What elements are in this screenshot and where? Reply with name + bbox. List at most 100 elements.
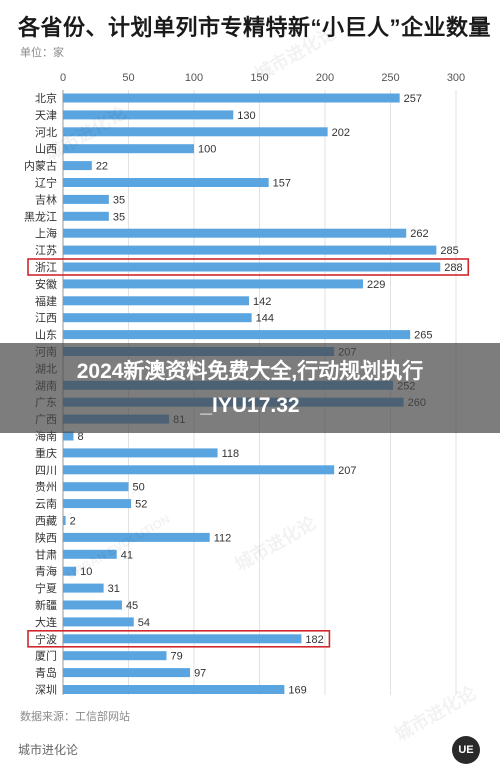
x-tick-label: 300 — [447, 72, 465, 84]
category-label: 青海 — [35, 564, 57, 578]
category-label: 深圳 — [35, 684, 57, 697]
category-label: 安徽 — [35, 277, 57, 291]
bar — [63, 313, 252, 323]
category-label: 福建 — [35, 294, 57, 308]
bar-value-label: 130 — [237, 110, 255, 122]
bar — [63, 431, 74, 441]
bar-value-label: 35 — [113, 211, 125, 223]
category-label: 浙江 — [35, 261, 57, 274]
overlay-banner-text: 2024新澳资料免费大全,行动规划执行 _IYU17.32 — [0, 355, 500, 423]
bar — [63, 161, 92, 171]
chart-title: 各省份、计划单列市专精特新“小巨人”企业数量 — [18, 15, 492, 40]
bar — [63, 110, 234, 120]
x-tick-label: 100 — [185, 72, 203, 84]
brand-logo-icon: UE — [452, 736, 480, 764]
category-label: 宁夏 — [35, 581, 57, 595]
bar-value-label: 31 — [108, 583, 120, 595]
bar — [63, 532, 210, 542]
category-label: 江苏 — [35, 244, 57, 257]
bar-value-label: 50 — [133, 482, 145, 494]
bar — [63, 600, 122, 610]
category-label: 吉林 — [35, 192, 57, 206]
bar-value-label: 257 — [404, 93, 422, 105]
bar-value-label: 229 — [367, 279, 385, 291]
x-tick-label: 50 — [122, 72, 134, 84]
source-note: 数据来源：工信部网站 — [20, 711, 130, 723]
bar-value-label: 207 — [338, 465, 356, 477]
category-label: 重庆 — [35, 446, 57, 460]
category-label: 上海 — [35, 226, 57, 240]
category-label: 西藏 — [35, 515, 57, 528]
category-label: 青岛 — [35, 666, 57, 680]
bar-value-label: 22 — [96, 161, 108, 173]
bar — [63, 617, 134, 627]
x-tick-label: 0 — [60, 72, 66, 84]
bar — [63, 178, 269, 187]
category-label: 甘肃 — [35, 548, 57, 561]
bar-value-label: 262 — [410, 228, 428, 240]
bar — [63, 296, 250, 306]
bar-value-label: 169 — [288, 685, 306, 697]
category-label: 云南 — [35, 498, 57, 511]
category-label: 大连 — [35, 615, 57, 629]
bar-value-label: 144 — [256, 313, 274, 325]
bar-value-label: 288 — [444, 262, 462, 274]
bar-value-label: 118 — [222, 448, 240, 460]
bar — [63, 144, 194, 154]
x-tick-label: 150 — [250, 72, 268, 84]
bar — [63, 262, 441, 272]
bar-value-label: 97 — [194, 668, 206, 680]
bar — [63, 448, 218, 458]
category-label: 辽宁 — [35, 176, 57, 190]
category-label: 江西 — [35, 312, 57, 325]
category-label: 陕西 — [35, 530, 57, 544]
overlay-banner-line1: 2024新澳资料免费大全,行动规划执行 — [76, 360, 424, 383]
bar-value-label: 157 — [273, 178, 291, 190]
bar-value-label: 142 — [253, 296, 271, 308]
bar — [63, 482, 129, 492]
bar-value-label: 202 — [332, 127, 350, 139]
bar-value-label: 2 — [70, 516, 76, 528]
bar-value-label: 265 — [414, 330, 432, 342]
bar-value-label: 41 — [121, 549, 133, 561]
overlay-banner — [0, 343, 500, 433]
bar — [63, 651, 167, 661]
bar — [63, 465, 335, 475]
x-tick-label: 200 — [316, 72, 334, 84]
highlight-box — [27, 629, 331, 648]
bar — [63, 634, 302, 644]
category-label: 黑龙江 — [24, 210, 57, 223]
bar — [63, 211, 109, 221]
bar — [63, 194, 109, 204]
bar-value-label: 8 — [77, 431, 83, 443]
bar-value-label: 45 — [126, 600, 138, 612]
category-label: 河北 — [35, 126, 57, 139]
bar — [63, 93, 400, 103]
category-label: 山东 — [35, 329, 57, 342]
category-label: 宁波 — [35, 632, 57, 646]
category-label: 内蒙古 — [24, 159, 57, 173]
bar — [63, 668, 191, 678]
category-label: 天津 — [35, 109, 57, 122]
category-label: 山西 — [35, 143, 57, 156]
category-label: 新疆 — [35, 598, 57, 612]
category-label: 北京 — [35, 91, 57, 105]
bar — [63, 127, 328, 137]
category-label: 四川 — [35, 464, 57, 477]
category-label: 贵州 — [35, 481, 57, 494]
bar — [63, 499, 132, 509]
bar-value-label: 54 — [138, 617, 150, 629]
bar-value-label: 52 — [135, 499, 147, 511]
overlay-banner-line2: _IYU17.32 — [200, 394, 300, 417]
bar-value-label: 10 — [80, 566, 92, 578]
bar-value-label: 112 — [214, 532, 232, 544]
bar-value-label: 285 — [440, 245, 458, 257]
bar — [63, 330, 411, 340]
bar-value-label: 100 — [198, 144, 216, 156]
bar — [63, 279, 363, 289]
bar — [63, 516, 66, 525]
category-label: 厦门 — [35, 649, 57, 663]
x-tick-label: 250 — [381, 72, 399, 84]
bar-value-label: 35 — [113, 194, 125, 206]
bar — [63, 228, 407, 238]
